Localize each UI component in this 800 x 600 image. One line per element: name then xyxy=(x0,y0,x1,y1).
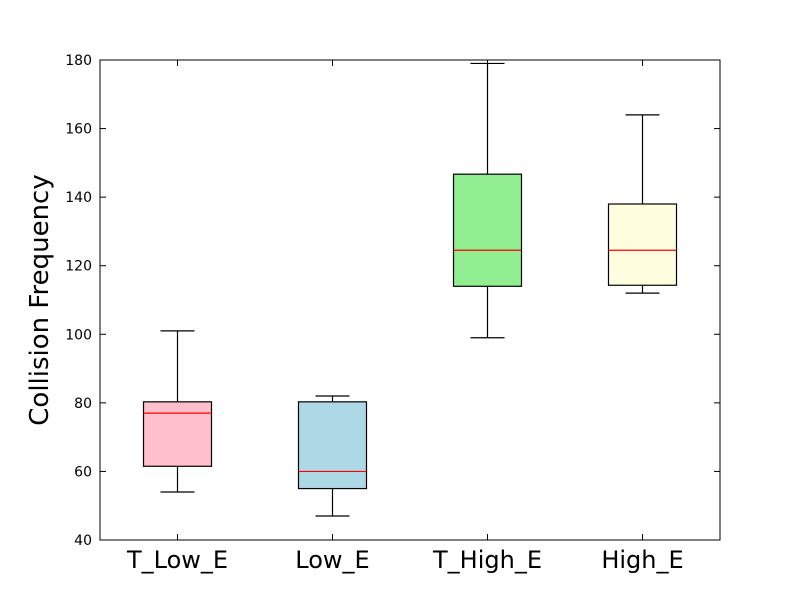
box-High_E xyxy=(607,114,678,294)
x-tick-label: High_E xyxy=(601,546,683,574)
y-axis-ticks: 40 60 80 100 120 140 160 180 xyxy=(65,53,720,549)
y-tick-label: 40 xyxy=(74,533,92,549)
y-tick-label: 100 xyxy=(65,327,92,343)
box-T_Low_E xyxy=(142,330,213,493)
plot-layer xyxy=(142,62,678,517)
box-T_High_E xyxy=(452,62,523,339)
plot-frame xyxy=(99,59,721,541)
y-tick-label: 80 xyxy=(74,396,92,412)
y-tick-label: 160 xyxy=(65,122,92,138)
box-Low_E xyxy=(297,395,368,517)
y-tick-label: 120 xyxy=(65,259,92,275)
y-tick-label: 140 xyxy=(65,190,92,206)
x-tick-label: T_Low_E xyxy=(126,546,228,574)
y-tick-label: 180 xyxy=(65,53,92,69)
box-iqr xyxy=(452,173,523,287)
x-tick-label: T_High_E xyxy=(432,546,542,574)
box-iqr xyxy=(607,203,678,286)
box-iqr xyxy=(297,401,368,490)
y-axis-label: Collision Frequency xyxy=(25,174,55,425)
x-axis-ticks: T_Low_E Low_E T_High_E High_E xyxy=(126,60,684,574)
box-iqr xyxy=(142,401,213,467)
y-tick-label: 60 xyxy=(74,464,92,480)
x-tick-label: Low_E xyxy=(295,546,369,574)
